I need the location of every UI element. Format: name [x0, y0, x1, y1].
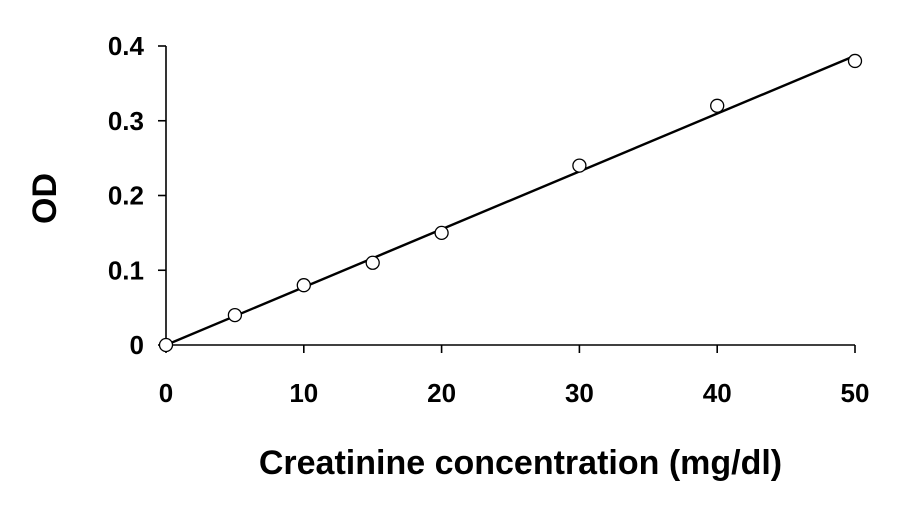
- y-tick-label: 0.4: [108, 31, 145, 61]
- data-point: [365, 255, 380, 270]
- x-tick-label: 20: [427, 378, 456, 408]
- x-tick-label: 30: [565, 378, 594, 408]
- fit-line-group: [165, 54, 856, 347]
- data-point: [847, 53, 863, 69]
- axes: [165, 46, 855, 346]
- data-point: [434, 225, 449, 241]
- data-point: [572, 158, 587, 173]
- x-tick-label: 0: [159, 378, 173, 408]
- x-tick-label: 50: [841, 378, 870, 408]
- y-tick-label: 0.1: [108, 255, 144, 285]
- data-point: [158, 337, 174, 353]
- data-point: [296, 278, 311, 293]
- x-tick-label: 10: [289, 378, 318, 408]
- data-point: [710, 98, 725, 113]
- data-point: [227, 307, 243, 323]
- y-tick-label: 0.2: [108, 181, 144, 211]
- linear-fit-line: [165, 54, 856, 347]
- y-tick-label: 0: [130, 330, 144, 360]
- data-points: [158, 53, 863, 353]
- y-tick-label: 0.3: [108, 106, 144, 136]
- ticks: 0 0.1 0.2 0.3 0.4 0 10 20 30 40 50: [108, 31, 870, 408]
- x-tick-label: 40: [703, 378, 732, 408]
- x-axis-title: Creatinine concentration (mg/dl): [259, 444, 782, 482]
- y-axis-title: OD: [26, 173, 64, 224]
